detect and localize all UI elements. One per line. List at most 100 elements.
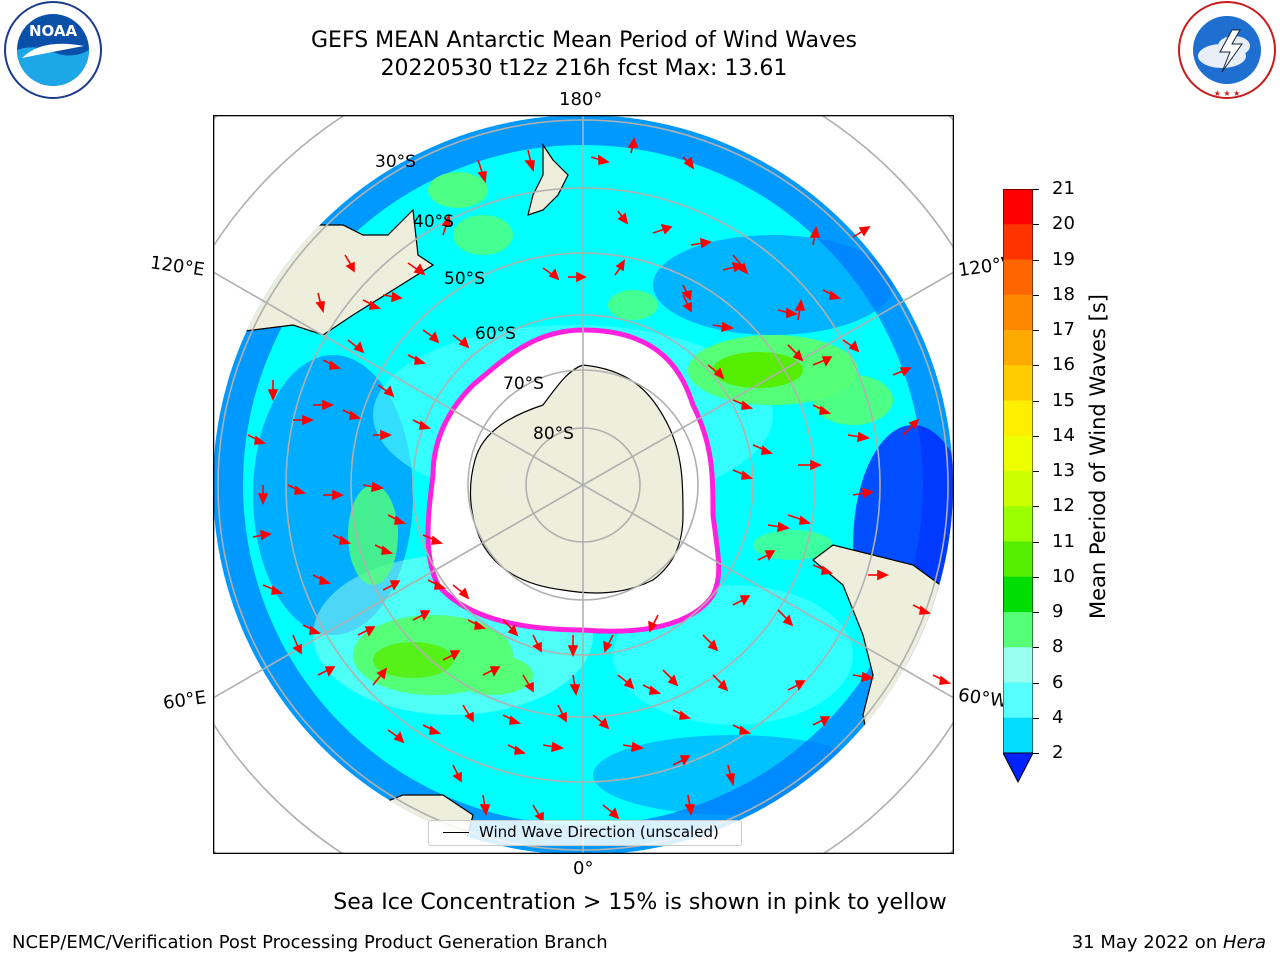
wind-arrow xyxy=(557,704,567,723)
wind-arrow xyxy=(617,674,635,690)
wind-arrow xyxy=(798,459,822,471)
wind-arrow xyxy=(267,380,279,401)
arrow-field xyxy=(247,137,952,823)
colorbar-under-arrow xyxy=(1002,752,1034,784)
colorbar-tick-mark xyxy=(1033,400,1039,402)
colorbar-swatch xyxy=(1003,576,1033,613)
wind-arrow xyxy=(344,254,355,273)
wind-arrow xyxy=(374,544,394,555)
wind-arrow xyxy=(702,634,719,652)
colorbar-tick-label: 20 xyxy=(1052,213,1075,235)
wind-arrow xyxy=(479,794,491,816)
wind-arrow xyxy=(590,154,611,165)
wind-arrow xyxy=(809,226,821,246)
wind-arrow xyxy=(347,339,365,354)
footer-credit: NCEP/EMC/Verification Post Processing Pr… xyxy=(12,932,608,953)
colorbar-tick-label: 9 xyxy=(1052,601,1064,622)
wind-arrow xyxy=(407,262,426,276)
wind-arrow xyxy=(777,307,798,319)
colorbar-tick-mark xyxy=(1033,189,1039,190)
wind-arrow xyxy=(542,741,565,753)
colorbar-swatch xyxy=(1003,365,1033,401)
colorbar-swatch xyxy=(1003,435,1033,472)
colorbar-tick-mark xyxy=(1033,717,1039,719)
colorbar-tick-mark xyxy=(1033,259,1039,261)
wind-arrow xyxy=(507,744,527,755)
wind-arrow xyxy=(372,667,388,686)
wind-arrow xyxy=(902,418,920,436)
wind-arrow xyxy=(382,580,401,591)
wind-arrow xyxy=(542,267,560,281)
colorbar-tick-mark xyxy=(1033,682,1039,684)
colorbar-swatch xyxy=(1003,224,1033,260)
wind-arrow xyxy=(614,259,625,276)
colorbar-svg xyxy=(1002,188,1034,784)
wind-arrow xyxy=(422,724,442,735)
wind-arrow xyxy=(725,764,735,787)
wind-arrow xyxy=(442,650,461,661)
wind-arrow xyxy=(602,804,620,820)
wind-arrow xyxy=(812,564,834,575)
colorbar-swatch xyxy=(1003,189,1033,225)
wind-arrow xyxy=(712,674,729,692)
colorbar-swatch xyxy=(1003,541,1033,578)
colorbar-label: Mean Period of Wind Waves [s] xyxy=(1086,294,1110,619)
wind-arrow xyxy=(757,550,776,561)
lon-label-bottom: 0° xyxy=(573,858,594,879)
wind-arrow xyxy=(732,399,754,410)
map-panel xyxy=(212,114,955,855)
colorbar-tick-mark xyxy=(1033,224,1039,226)
colorbar-tick-label: 2 xyxy=(1052,742,1064,763)
wind-arrow xyxy=(441,213,451,236)
wind-arrow xyxy=(247,434,267,445)
colorbar-tick-mark xyxy=(1033,294,1039,296)
colorbar-tick-label: 12 xyxy=(1052,495,1075,517)
wind-arrow xyxy=(752,444,774,455)
wind-arrow xyxy=(712,321,735,333)
wind-arrow xyxy=(603,634,614,653)
wind-arrow xyxy=(387,514,407,525)
wind-arrow xyxy=(315,292,325,314)
wind-arrow xyxy=(323,489,344,501)
wind-arrow xyxy=(362,481,385,493)
colorbar-tick-label: 14 xyxy=(1052,424,1075,446)
colorbar-tick-mark xyxy=(1033,330,1039,331)
noaa-logo: NOAA xyxy=(2,0,104,100)
colorbar-tick-label: 17 xyxy=(1052,319,1075,340)
wind-arrow xyxy=(682,294,692,313)
colorbar-tick-label: 21 xyxy=(1052,178,1075,199)
wind-arrow xyxy=(690,237,712,249)
wind-arrow xyxy=(662,669,679,687)
wind-arrow xyxy=(407,354,427,365)
colorbar-tick-label: 15 xyxy=(1052,389,1075,411)
wind-arrow xyxy=(382,291,403,303)
lon-label-right-lower: 60°W xyxy=(956,684,1009,713)
colorbar-tick-label: 18 xyxy=(1052,283,1075,305)
wind-arrow xyxy=(627,137,639,154)
wind-arrow xyxy=(377,384,395,398)
wind-arrow xyxy=(852,671,875,683)
wind-arrow xyxy=(412,610,431,621)
lat-label-40s: 40°S xyxy=(413,212,454,232)
footer-machine: Hera xyxy=(1222,932,1266,953)
wind-arrow xyxy=(684,794,696,816)
wind-arrow xyxy=(868,569,889,581)
wind-arrow xyxy=(732,724,752,735)
map-svg xyxy=(212,114,955,855)
colorbar-tick-mark xyxy=(1033,576,1039,578)
wind-arrow xyxy=(482,666,501,677)
colorbar-tick-mark xyxy=(1033,435,1039,437)
lon-label-top: 180° xyxy=(559,89,603,110)
wind-arrow xyxy=(672,755,691,766)
wind-arrow xyxy=(822,289,842,300)
colorbar-swatch xyxy=(1003,294,1033,331)
colorbar-tick-mark xyxy=(1033,541,1039,543)
footer-date: 31 May 2022 on Hera xyxy=(1072,932,1266,953)
wind-arrow xyxy=(567,635,579,657)
wind-arrow xyxy=(467,619,487,630)
wind-arrow xyxy=(732,469,754,480)
wind-arrow xyxy=(648,614,659,633)
wind-arrow xyxy=(642,684,662,695)
lat-label-80s: 80°S xyxy=(533,424,574,444)
colorbar-swatch xyxy=(1003,259,1033,296)
